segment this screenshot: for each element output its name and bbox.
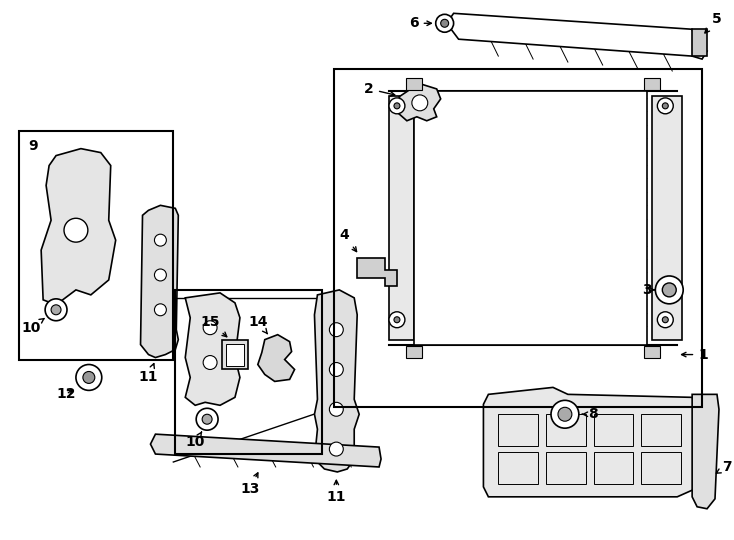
Text: 15: 15 — [200, 315, 227, 337]
Circle shape — [394, 103, 400, 109]
Bar — [644, 346, 661, 357]
Circle shape — [154, 269, 167, 281]
Circle shape — [83, 372, 95, 383]
Circle shape — [330, 362, 344, 376]
Circle shape — [440, 19, 448, 27]
Polygon shape — [447, 14, 707, 59]
Circle shape — [203, 321, 217, 335]
Bar — [644, 78, 661, 90]
Text: 13: 13 — [240, 473, 260, 496]
Circle shape — [662, 283, 676, 297]
Circle shape — [389, 312, 405, 328]
Circle shape — [154, 304, 167, 316]
Circle shape — [558, 407, 572, 421]
Polygon shape — [185, 293, 240, 406]
Circle shape — [330, 442, 344, 456]
Bar — [414, 91, 647, 345]
Bar — [19, 131, 173, 360]
Bar — [594, 414, 633, 446]
Text: 2: 2 — [364, 82, 395, 96]
Circle shape — [202, 414, 212, 424]
Polygon shape — [258, 335, 294, 381]
Text: 8: 8 — [582, 407, 597, 421]
Bar — [222, 340, 248, 369]
Circle shape — [551, 400, 579, 428]
Polygon shape — [399, 84, 440, 121]
Text: 6: 6 — [409, 16, 432, 30]
Circle shape — [662, 317, 668, 323]
Bar — [406, 346, 422, 357]
Circle shape — [655, 276, 683, 304]
Circle shape — [154, 234, 167, 246]
Polygon shape — [692, 394, 719, 509]
Bar — [406, 78, 422, 90]
Polygon shape — [150, 434, 381, 467]
Text: 14: 14 — [248, 315, 268, 334]
Bar — [642, 414, 681, 446]
Bar — [389, 96, 414, 340]
Circle shape — [330, 323, 344, 336]
Bar — [175, 290, 322, 454]
Text: 10: 10 — [186, 432, 205, 449]
Circle shape — [436, 15, 454, 32]
Polygon shape — [357, 258, 397, 286]
Bar — [642, 452, 681, 484]
Text: 7: 7 — [716, 460, 732, 474]
Circle shape — [412, 95, 428, 111]
Bar — [594, 452, 633, 484]
Circle shape — [203, 355, 217, 369]
Text: 5: 5 — [705, 12, 722, 33]
Circle shape — [389, 98, 405, 114]
Text: 11: 11 — [139, 363, 159, 384]
Circle shape — [662, 103, 668, 109]
Text: 3: 3 — [642, 283, 655, 297]
Text: 4: 4 — [339, 228, 357, 252]
Polygon shape — [140, 205, 178, 357]
Circle shape — [51, 305, 61, 315]
Circle shape — [76, 364, 102, 390]
Polygon shape — [41, 148, 116, 305]
Circle shape — [330, 402, 344, 416]
Bar — [226, 343, 244, 366]
Polygon shape — [314, 290, 359, 472]
Circle shape — [394, 317, 400, 323]
Text: 1: 1 — [682, 348, 708, 362]
Bar — [546, 414, 586, 446]
Circle shape — [658, 312, 673, 328]
Bar — [498, 414, 538, 446]
Text: 10: 10 — [21, 319, 44, 335]
Circle shape — [196, 408, 218, 430]
Text: 9: 9 — [29, 139, 38, 153]
Text: 12: 12 — [57, 387, 76, 401]
Circle shape — [45, 299, 67, 321]
Circle shape — [64, 218, 88, 242]
Polygon shape — [484, 387, 697, 497]
Bar — [546, 452, 586, 484]
Circle shape — [658, 98, 673, 114]
Text: 11: 11 — [327, 480, 346, 504]
Bar — [335, 69, 702, 407]
Bar — [498, 452, 538, 484]
Bar — [653, 96, 682, 340]
Bar — [692, 29, 707, 56]
